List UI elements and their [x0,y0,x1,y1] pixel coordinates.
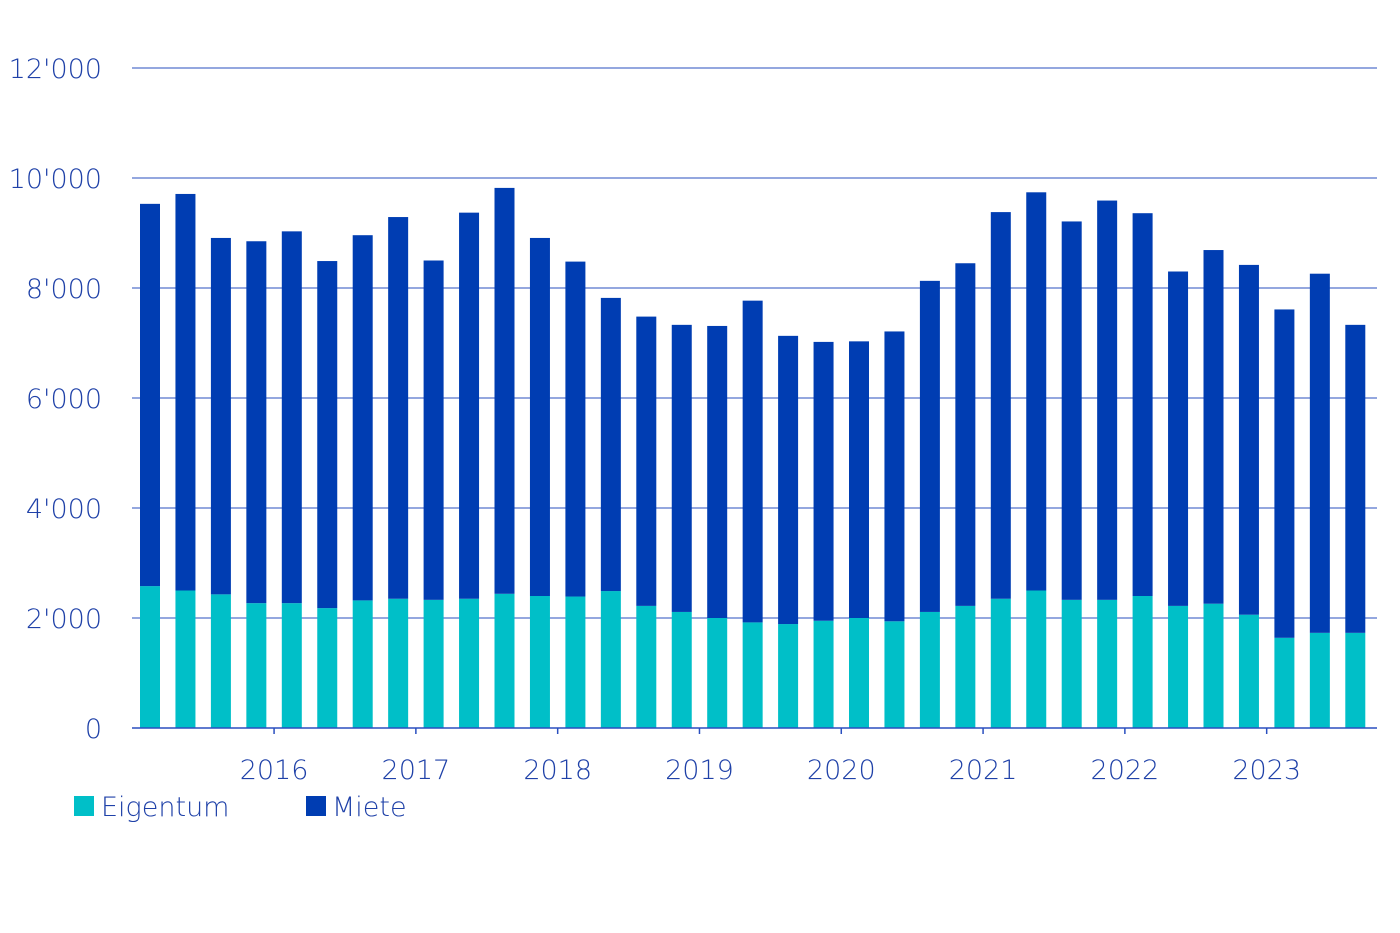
bar-miete-32 [1274,309,1295,638]
x-axis [132,727,1377,734]
bar-miete-30 [1203,250,1224,604]
bar-miete-8 [423,260,444,600]
bar-eigentum-24 [990,598,1011,728]
bar-eigentum-33 [1309,632,1330,728]
y-tick-label: 0 [85,714,102,745]
bar-eigentum-6 [352,600,373,728]
bar-eigentum-20 [849,618,869,728]
legend-label-miete: Miete [332,792,407,823]
y-tick-label: 2'000 [26,604,102,635]
bar-eigentum-13 [600,591,621,728]
bars [140,187,1366,728]
bar-eigentum-14 [636,605,657,728]
bar-miete-21 [884,331,905,622]
y-tick-label: 10'000 [9,164,102,195]
bar-miete-10 [494,187,515,594]
x-tick-label: 2016 [240,755,309,786]
bar-miete-17 [742,300,763,623]
bar-eigentum-7 [388,598,409,728]
y-tick-label: 12'000 [9,54,102,85]
bar-miete-13 [600,297,621,592]
x-tick-label: 2021 [949,755,1018,786]
bar-eigentum-8 [423,599,444,728]
bar-miete-14 [636,316,657,606]
y-axis-tick-labels: 0 2'000 4'000 6'000 8'000 10'000 12'000 [9,54,102,745]
bar-eigentum-15 [671,611,692,728]
bar-miete-33 [1309,273,1330,633]
bar-eigentum-22 [919,611,940,728]
bar-eigentum-4 [281,603,302,728]
bar-eigentum-1 [175,590,196,728]
bar-miete-19 [813,341,834,621]
bar-miete-31 [1238,264,1259,615]
bar-eigentum-29 [1168,605,1189,728]
x-tick-label: 2018 [523,755,592,786]
bar-miete-12 [565,261,586,597]
bar-miete-5 [317,261,338,609]
bar-eigentum-30 [1203,603,1224,728]
legend-swatch-eigentum [74,796,94,816]
bar-miete-28 [1132,213,1153,596]
bar-miete-26 [1061,221,1082,600]
x-tick-label: 2020 [807,755,876,786]
bar-miete-0 [140,203,160,587]
bar-eigentum-5 [317,608,338,728]
bar-eigentum-9 [459,598,480,728]
bar-eigentum-21 [884,621,905,728]
bar-eigentum-11 [529,596,550,728]
bar-miete-6 [352,235,373,601]
bar-eigentum-28 [1132,596,1153,728]
bar-eigentum-0 [140,586,160,728]
bar-miete-34 [1345,324,1366,633]
x-tick-label: 2017 [382,755,451,786]
bar-miete-2 [210,237,231,595]
bar-miete-3 [246,241,267,604]
y-tick-label: 6'000 [26,384,102,415]
bar-eigentum-17 [742,622,763,728]
bar-eigentum-27 [1097,599,1118,728]
bar-eigentum-34 [1345,632,1366,728]
bar-eigentum-3 [246,603,267,728]
bar-eigentum-19 [813,620,834,728]
bar-miete-11 [529,237,550,596]
bar-eigentum-2 [210,594,231,728]
bar-miete-24 [990,212,1011,599]
x-tick-label: 2023 [1232,755,1301,786]
bar-miete-1 [175,193,196,591]
bar-miete-4 [281,231,302,604]
y-tick-label: 4'000 [26,494,102,525]
legend-swatch-miete [306,796,326,816]
bar-eigentum-23 [955,605,976,728]
legend-label-eigentum: Eigentum [101,792,230,823]
bar-miete-20 [849,341,869,618]
bar-eigentum-18 [778,624,799,728]
bar-miete-29 [1168,271,1189,606]
y-tick-label: 8'000 [26,274,102,305]
bar-eigentum-32 [1274,637,1295,728]
bar-miete-9 [459,212,480,599]
bar-eigentum-16 [707,618,728,728]
bar-eigentum-25 [1026,590,1047,728]
bar-miete-7 [388,217,409,599]
bar-miete-18 [778,335,799,625]
bar-eigentum-26 [1061,599,1082,728]
x-tick-label: 2019 [665,755,734,786]
x-tick-label: 2022 [1091,755,1160,786]
bar-eigentum-31 [1238,614,1259,728]
bar-miete-15 [671,324,692,612]
bar-eigentum-12 [565,596,586,728]
bar-miete-27 [1097,200,1118,600]
bar-eigentum-10 [494,593,515,728]
legend: Eigentum Miete [74,792,407,823]
bar-miete-25 [1026,192,1047,591]
x-axis-tick-labels: 2016 2017 2018 2019 2020 2021 2022 2023 [240,755,1301,786]
bar-miete-22 [919,280,940,612]
bar-miete-23 [955,263,976,606]
bar-miete-16 [707,325,728,618]
